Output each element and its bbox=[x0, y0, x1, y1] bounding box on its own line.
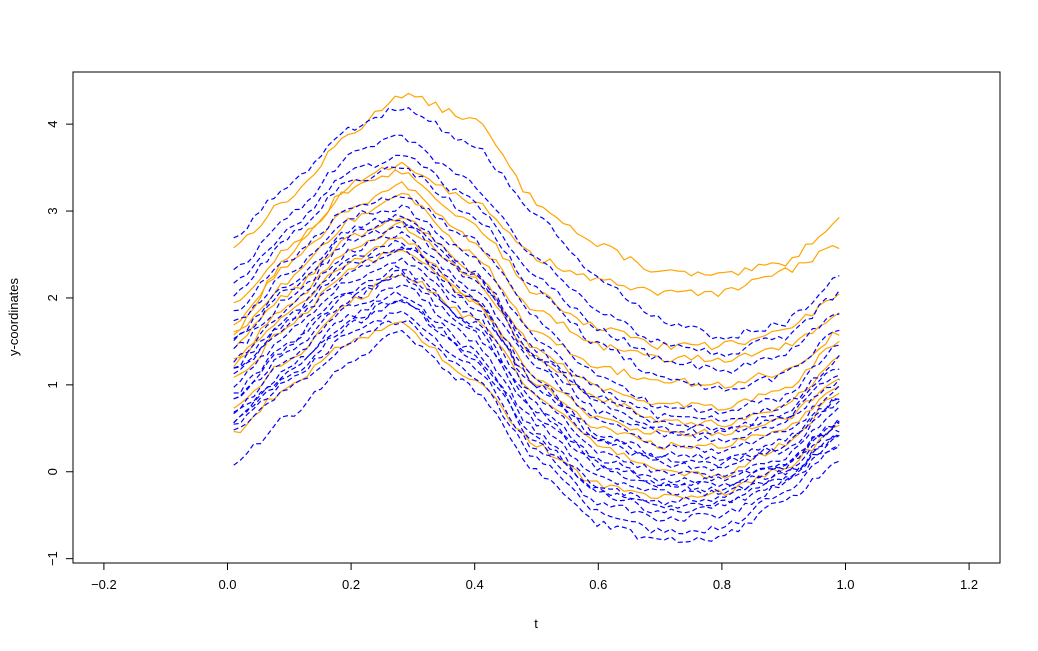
series-layer bbox=[233, 92, 840, 543]
series-line-dashed bbox=[233, 257, 840, 479]
series-line-dashed bbox=[233, 269, 840, 488]
series-line-dashed bbox=[233, 154, 840, 374]
series-line-solid bbox=[233, 274, 840, 479]
x-tick-label: 0.4 bbox=[466, 577, 484, 592]
series-line-solid bbox=[233, 92, 840, 277]
x-tick-label: −0.2 bbox=[91, 577, 117, 592]
series-line-dashed bbox=[233, 319, 840, 535]
series-line-dashed bbox=[233, 265, 840, 485]
series-line-solid bbox=[233, 217, 840, 411]
x-tick-label: 0.2 bbox=[342, 577, 360, 592]
series-line-dashed bbox=[233, 165, 840, 392]
series-line-dashed bbox=[233, 329, 840, 543]
y-tick-label: −1 bbox=[45, 551, 60, 566]
series-line-solid bbox=[233, 249, 840, 437]
series-line-dashed bbox=[233, 107, 840, 340]
y-tick-label: 2 bbox=[45, 294, 60, 301]
series-line-dashed bbox=[233, 284, 840, 497]
x-tick-label: 0.6 bbox=[589, 577, 607, 592]
x-tick-label: 0.0 bbox=[218, 577, 236, 592]
y-axis: −1 0 1 2 3 4 bbox=[45, 121, 74, 566]
y-tick-label: 4 bbox=[45, 121, 60, 128]
x-tick-label: 1.0 bbox=[836, 577, 854, 592]
x-axis-label: t bbox=[534, 616, 538, 631]
series-line-solid bbox=[233, 169, 840, 351]
y-axis-label: y-coordinates bbox=[6, 277, 21, 356]
series-line-solid bbox=[233, 321, 840, 500]
series-line-solid bbox=[233, 237, 840, 450]
series-line-dashed bbox=[233, 300, 840, 509]
y-tick-label: 1 bbox=[45, 381, 60, 388]
series-line-dashed bbox=[233, 134, 840, 357]
series-line-dashed bbox=[233, 214, 840, 432]
series-line-dashed bbox=[233, 272, 840, 493]
series-line-dashed bbox=[233, 239, 840, 462]
series-line-dashed bbox=[233, 195, 840, 415]
x-tick-label: 1.2 bbox=[960, 577, 978, 592]
series-line-dashed bbox=[233, 248, 840, 468]
series-line-dashed bbox=[233, 231, 840, 455]
series-line-solid bbox=[233, 181, 840, 363]
y-tick-label: 3 bbox=[45, 207, 60, 214]
x-tick-label: 0.8 bbox=[713, 577, 731, 592]
series-line-solid bbox=[233, 161, 840, 333]
series-line-solid bbox=[233, 192, 840, 389]
series-line-dashed bbox=[233, 204, 840, 422]
series-line-dashed bbox=[233, 290, 840, 506]
series-line-dashed bbox=[233, 217, 840, 436]
y-tick-label: 0 bbox=[45, 468, 60, 475]
x-axis: −0.2 0.0 0.2 0.4 0.6 0.8 1.0 1.2 bbox=[91, 562, 978, 592]
series-line-dashed bbox=[233, 310, 840, 522]
